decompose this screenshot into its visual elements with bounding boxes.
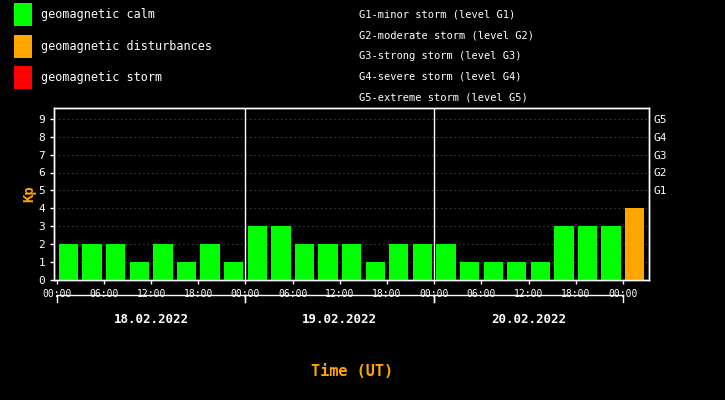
Text: geomagnetic calm: geomagnetic calm: [41, 8, 154, 22]
Bar: [484, 262, 503, 280]
Bar: [200, 244, 220, 280]
Bar: [295, 244, 314, 280]
Text: G2-moderate storm (level G2): G2-moderate storm (level G2): [359, 30, 534, 40]
Bar: [507, 262, 526, 280]
Bar: [59, 244, 78, 280]
Text: 20.02.2022: 20.02.2022: [491, 313, 566, 326]
Text: G4-severe storm (level G4): G4-severe storm (level G4): [359, 72, 521, 82]
Text: G3-strong storm (level G3): G3-strong storm (level G3): [359, 51, 521, 61]
Text: 19.02.2022: 19.02.2022: [302, 313, 377, 326]
Text: G5-extreme storm (level G5): G5-extreme storm (level G5): [359, 93, 528, 103]
Bar: [247, 226, 267, 280]
Text: geomagnetic storm: geomagnetic storm: [41, 71, 162, 84]
Bar: [413, 244, 432, 280]
Y-axis label: Kp: Kp: [22, 186, 36, 202]
Text: G1-minor storm (level G1): G1-minor storm (level G1): [359, 9, 515, 19]
Bar: [389, 244, 408, 280]
Bar: [177, 262, 196, 280]
Bar: [460, 262, 479, 280]
Bar: [83, 244, 102, 280]
Bar: [318, 244, 338, 280]
Bar: [602, 226, 621, 280]
Text: geomagnetic disturbances: geomagnetic disturbances: [41, 40, 212, 53]
Bar: [342, 244, 361, 280]
Bar: [531, 262, 550, 280]
FancyBboxPatch shape: [14, 35, 32, 58]
Bar: [365, 262, 385, 280]
Bar: [555, 226, 573, 280]
FancyBboxPatch shape: [14, 4, 32, 26]
Bar: [106, 244, 125, 280]
Bar: [271, 226, 291, 280]
Text: 18.02.2022: 18.02.2022: [114, 313, 188, 326]
Bar: [224, 262, 244, 280]
FancyBboxPatch shape: [14, 66, 32, 89]
Bar: [436, 244, 455, 280]
Text: Time (UT): Time (UT): [310, 364, 393, 380]
Bar: [578, 226, 597, 280]
Bar: [153, 244, 173, 280]
Bar: [130, 262, 149, 280]
Bar: [625, 208, 645, 280]
